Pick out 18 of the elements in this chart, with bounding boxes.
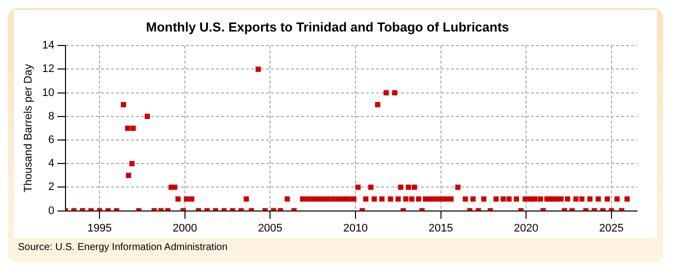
x-tick-label: 1995 (87, 222, 112, 234)
source-note: Source: U.S. Energy Information Administration (17, 241, 229, 253)
x-tick-label: 2020 (514, 222, 538, 234)
y-tick-label: 14 (42, 40, 54, 52)
x-tick-label: 2025 (599, 222, 624, 234)
x-tick-label: 2010 (343, 222, 368, 234)
y-axis-title: Thousand Barrels per Day (22, 64, 35, 192)
x-tick-label: 2000 (172, 222, 198, 234)
y-tick-label: 4 (48, 158, 54, 170)
chart-title: Monthly U.S. Exports to Trinidad and Tobago of Lubricants (146, 19, 510, 34)
y-tick-label: 10 (42, 86, 54, 99)
y-tick-label: 8 (48, 110, 54, 122)
x-tick-label: 2005 (258, 222, 282, 234)
x-tick-label: 2015 (428, 222, 454, 234)
y-tick-label: 2 (48, 181, 54, 194)
y-tick-label: 6 (48, 134, 54, 146)
y-tick-label: 12 (42, 63, 54, 76)
y-tick-label: 0 (48, 204, 54, 217)
